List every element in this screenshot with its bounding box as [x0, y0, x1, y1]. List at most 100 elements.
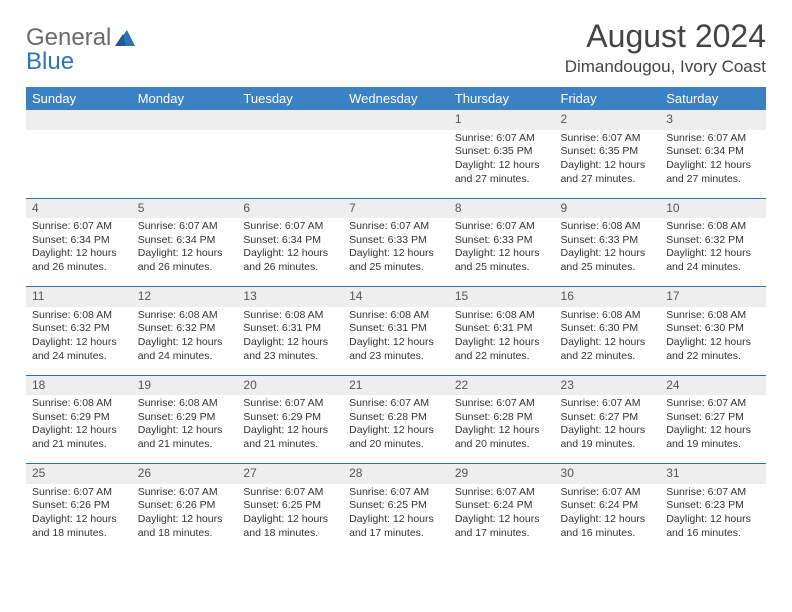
- day-content: Sunrise: 6:07 AMSunset: 6:27 PMDaylight:…: [660, 395, 766, 458]
- day-cell: 2Sunrise: 6:07 AMSunset: 6:35 PMDaylight…: [555, 110, 661, 198]
- daylight-line: Daylight: 12 hours and 22 minutes.: [561, 336, 655, 363]
- week-row: 11Sunrise: 6:08 AMSunset: 6:32 PMDayligh…: [26, 287, 766, 375]
- daylight-line: Daylight: 12 hours and 16 minutes.: [666, 513, 760, 540]
- sunrise-line: Sunrise: 6:07 AM: [349, 220, 443, 234]
- daylight-line: Daylight: 12 hours and 20 minutes.: [349, 424, 443, 451]
- daylight-line: Daylight: 12 hours and 21 minutes.: [243, 424, 337, 451]
- day-content: Sunrise: 6:07 AMSunset: 6:34 PMDaylight:…: [26, 218, 132, 281]
- day-number: 1: [449, 110, 555, 130]
- day-content: Sunrise: 6:07 AMSunset: 6:34 PMDaylight:…: [660, 130, 766, 193]
- day-content: Sunrise: 6:07 AMSunset: 6:33 PMDaylight:…: [449, 218, 555, 281]
- day-cell: 31Sunrise: 6:07 AMSunset: 6:23 PMDayligh…: [660, 464, 766, 552]
- sunset-line: Sunset: 6:33 PM: [561, 234, 655, 248]
- day-cell: 17Sunrise: 6:08 AMSunset: 6:30 PMDayligh…: [660, 287, 766, 375]
- day-content: Sunrise: 6:07 AMSunset: 6:35 PMDaylight:…: [449, 130, 555, 193]
- daylight-line: Daylight: 12 hours and 25 minutes.: [455, 247, 549, 274]
- daylight-line: Daylight: 12 hours and 19 minutes.: [666, 424, 760, 451]
- sunrise-line: Sunrise: 6:08 AM: [349, 309, 443, 323]
- sunrise-line: Sunrise: 6:07 AM: [32, 486, 126, 500]
- day-number: 8: [449, 199, 555, 219]
- sunset-line: Sunset: 6:26 PM: [32, 499, 126, 513]
- day-content: Sunrise: 6:08 AMSunset: 6:33 PMDaylight:…: [555, 218, 661, 281]
- day-content: Sunrise: 6:07 AMSunset: 6:23 PMDaylight:…: [660, 484, 766, 547]
- day-content: Sunrise: 6:07 AMSunset: 6:24 PMDaylight:…: [449, 484, 555, 547]
- sunrise-line: Sunrise: 6:08 AM: [561, 309, 655, 323]
- day-cell: 10Sunrise: 6:08 AMSunset: 6:32 PMDayligh…: [660, 199, 766, 287]
- sunset-line: Sunset: 6:33 PM: [455, 234, 549, 248]
- day-content: Sunrise: 6:07 AMSunset: 6:27 PMDaylight:…: [555, 395, 661, 458]
- sunset-line: Sunset: 6:34 PM: [243, 234, 337, 248]
- day-number-empty: [343, 110, 449, 130]
- sunset-line: Sunset: 6:23 PM: [666, 499, 760, 513]
- day-cell: 29Sunrise: 6:07 AMSunset: 6:24 PMDayligh…: [449, 464, 555, 552]
- day-content: Sunrise: 6:07 AMSunset: 6:26 PMDaylight:…: [132, 484, 238, 547]
- day-content: Sunrise: 6:07 AMSunset: 6:25 PMDaylight:…: [237, 484, 343, 547]
- sunset-line: Sunset: 6:32 PM: [32, 322, 126, 336]
- sunrise-line: Sunrise: 6:07 AM: [666, 132, 760, 146]
- day-number: 22: [449, 376, 555, 396]
- sunrise-line: Sunrise: 6:07 AM: [666, 486, 760, 500]
- day-content: Sunrise: 6:07 AMSunset: 6:34 PMDaylight:…: [237, 218, 343, 281]
- daylight-line: Daylight: 12 hours and 23 minutes.: [243, 336, 337, 363]
- sunrise-line: Sunrise: 6:07 AM: [138, 220, 232, 234]
- day-cell: 24Sunrise: 6:07 AMSunset: 6:27 PMDayligh…: [660, 376, 766, 464]
- header: General August 2024 Dimandougou, Ivory C…: [26, 18, 766, 77]
- sunrise-line: Sunrise: 6:08 AM: [455, 309, 549, 323]
- daylight-line: Daylight: 12 hours and 18 minutes.: [243, 513, 337, 540]
- sunset-line: Sunset: 6:30 PM: [561, 322, 655, 336]
- sunrise-line: Sunrise: 6:07 AM: [561, 486, 655, 500]
- daylight-line: Daylight: 12 hours and 25 minutes.: [349, 247, 443, 274]
- week-row: 18Sunrise: 6:08 AMSunset: 6:29 PMDayligh…: [26, 376, 766, 464]
- daylight-line: Daylight: 12 hours and 22 minutes.: [455, 336, 549, 363]
- day-number: 24: [660, 376, 766, 396]
- title-block: August 2024 Dimandougou, Ivory Coast: [565, 18, 766, 77]
- sunset-line: Sunset: 6:29 PM: [243, 411, 337, 425]
- sunrise-line: Sunrise: 6:07 AM: [455, 397, 549, 411]
- empty-cell: [343, 110, 449, 198]
- sunset-line: Sunset: 6:25 PM: [243, 499, 337, 513]
- calendar-table: SundayMondayTuesdayWednesdayThursdayFrid…: [26, 87, 766, 552]
- sunset-line: Sunset: 6:32 PM: [666, 234, 760, 248]
- daylight-line: Daylight: 12 hours and 16 minutes.: [561, 513, 655, 540]
- sunset-line: Sunset: 6:27 PM: [666, 411, 760, 425]
- daylight-line: Daylight: 12 hours and 17 minutes.: [455, 513, 549, 540]
- day-number: 5: [132, 199, 238, 219]
- sunset-line: Sunset: 6:27 PM: [561, 411, 655, 425]
- day-number: 15: [449, 287, 555, 307]
- sunrise-line: Sunrise: 6:07 AM: [349, 397, 443, 411]
- sunset-line: Sunset: 6:34 PM: [32, 234, 126, 248]
- day-cell: 16Sunrise: 6:08 AMSunset: 6:30 PMDayligh…: [555, 287, 661, 375]
- day-content: Sunrise: 6:08 AMSunset: 6:29 PMDaylight:…: [26, 395, 132, 458]
- daylight-line: Daylight: 12 hours and 26 minutes.: [138, 247, 232, 274]
- day-cell: 1Sunrise: 6:07 AMSunset: 6:35 PMDaylight…: [449, 110, 555, 198]
- sunset-line: Sunset: 6:25 PM: [349, 499, 443, 513]
- day-number: 2: [555, 110, 661, 130]
- sunset-line: Sunset: 6:31 PM: [455, 322, 549, 336]
- day-cell: 12Sunrise: 6:08 AMSunset: 6:32 PMDayligh…: [132, 287, 238, 375]
- weekday-header: Sunday: [26, 87, 132, 110]
- daylight-line: Daylight: 12 hours and 27 minutes.: [455, 159, 549, 186]
- day-content: Sunrise: 6:08 AMSunset: 6:30 PMDaylight:…: [660, 307, 766, 370]
- sunrise-line: Sunrise: 6:08 AM: [138, 397, 232, 411]
- day-number: 9: [555, 199, 661, 219]
- weekday-header: Friday: [555, 87, 661, 110]
- sunrise-line: Sunrise: 6:07 AM: [455, 132, 549, 146]
- day-number-empty: [26, 110, 132, 130]
- day-cell: 28Sunrise: 6:07 AMSunset: 6:25 PMDayligh…: [343, 464, 449, 552]
- sunset-line: Sunset: 6:31 PM: [243, 322, 337, 336]
- day-cell: 18Sunrise: 6:08 AMSunset: 6:29 PMDayligh…: [26, 376, 132, 464]
- day-cell: 6Sunrise: 6:07 AMSunset: 6:34 PMDaylight…: [237, 199, 343, 287]
- daylight-line: Daylight: 12 hours and 23 minutes.: [349, 336, 443, 363]
- daylight-line: Daylight: 12 hours and 19 minutes.: [561, 424, 655, 451]
- day-content: Sunrise: 6:07 AMSunset: 6:33 PMDaylight:…: [343, 218, 449, 281]
- sunset-line: Sunset: 6:34 PM: [666, 145, 760, 159]
- day-number-empty: [237, 110, 343, 130]
- sunset-line: Sunset: 6:24 PM: [561, 499, 655, 513]
- sunrise-line: Sunrise: 6:08 AM: [666, 309, 760, 323]
- weekday-header: Thursday: [449, 87, 555, 110]
- day-cell: 21Sunrise: 6:07 AMSunset: 6:28 PMDayligh…: [343, 376, 449, 464]
- day-cell: 4Sunrise: 6:07 AMSunset: 6:34 PMDaylight…: [26, 199, 132, 287]
- day-number: 12: [132, 287, 238, 307]
- sunrise-line: Sunrise: 6:07 AM: [666, 397, 760, 411]
- sunset-line: Sunset: 6:35 PM: [455, 145, 549, 159]
